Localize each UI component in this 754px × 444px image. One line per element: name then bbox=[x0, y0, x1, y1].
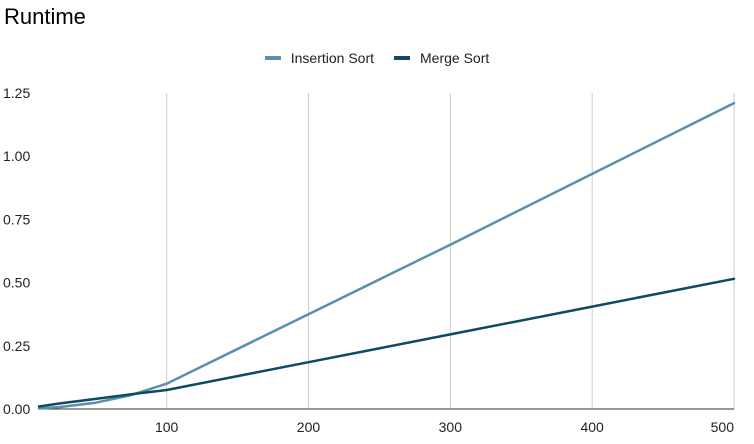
x-tick-label-1: 200 bbox=[297, 419, 321, 435]
series-line-merge-sort[interactable] bbox=[37, 277, 736, 408]
y-tick-label-2: 0.50 bbox=[3, 275, 30, 291]
legend-label-merge-sort: Merge Sort bbox=[420, 50, 490, 66]
legend-swatch-insertion-sort bbox=[264, 56, 281, 60]
y-tick-label-5: 1.25 bbox=[3, 85, 30, 101]
legend-item-merge-sort[interactable]: Merge Sort bbox=[394, 50, 489, 66]
x-tick-label-4: 500 bbox=[711, 419, 735, 435]
x-tick-label-0: 100 bbox=[155, 419, 179, 435]
series-line-insertion-sort[interactable] bbox=[37, 101, 736, 410]
grid-lines bbox=[166, 93, 735, 409]
x-axis-ticks: 100 200 300 400 500 bbox=[155, 419, 734, 435]
y-tick-label-3: 0.75 bbox=[3, 211, 30, 227]
y-tick-label-4: 1.00 bbox=[3, 148, 30, 164]
legend-item-insertion-sort[interactable]: Insertion Sort bbox=[264, 50, 374, 66]
x-tick-label-3: 400 bbox=[580, 419, 604, 435]
series-lines bbox=[37, 101, 736, 410]
legend-label-insertion-sort: Insertion Sort bbox=[290, 50, 374, 66]
legend: Insertion Sort Merge Sort bbox=[0, 50, 754, 66]
legend-swatch-merge-sort bbox=[394, 56, 410, 60]
x-tick-label-2: 300 bbox=[439, 419, 463, 435]
y-tick-label-1: 0.25 bbox=[3, 338, 30, 354]
y-tick-label-0: 0.00 bbox=[3, 401, 30, 417]
chart-title: Runtime bbox=[4, 4, 86, 29]
y-axis-ticks: 0.00 0.25 0.50 0.75 1.00 1.25 bbox=[3, 85, 30, 417]
